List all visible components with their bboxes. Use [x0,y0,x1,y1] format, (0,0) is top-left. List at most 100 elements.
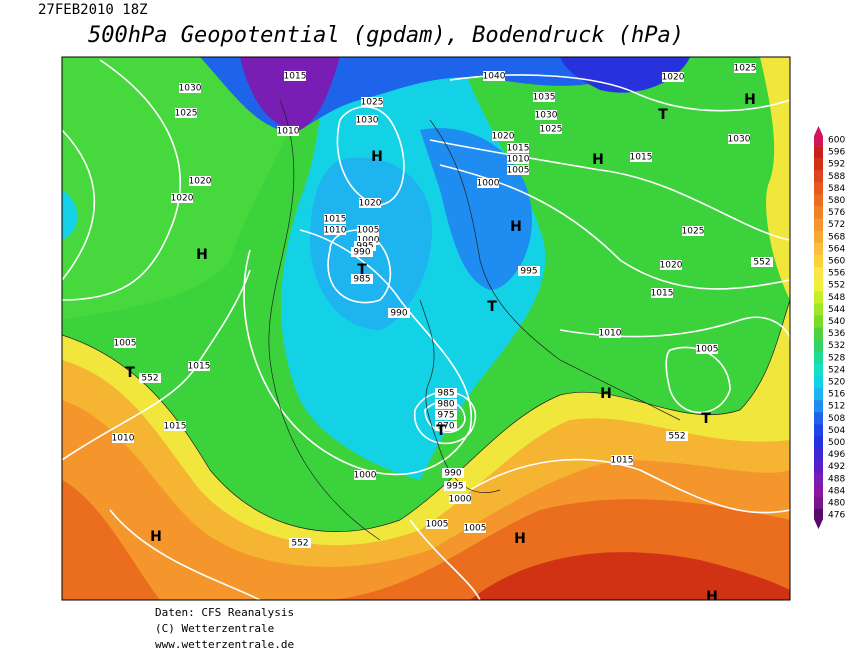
label-bg [289,538,311,548]
pressure-center: H [510,219,522,235]
isobar [429,139,790,241]
isobar-label: 1005 [696,345,719,355]
isobar-label: 1005 [464,524,487,534]
legend-swatch [814,424,823,437]
coastline [268,99,381,541]
label-bg [533,92,555,102]
legend-swatch [814,146,823,159]
isobar-label: 1020 [171,194,194,204]
legend-label: 484 [828,486,845,496]
isobar-label: 1010 [324,226,347,236]
isobar-label: 1010 [277,127,300,137]
isobar-label: 1015 [164,422,187,432]
label-bg [179,83,201,93]
pressure-center: T [125,365,135,381]
isobar [109,509,261,600]
label-bg [599,328,621,338]
legend-label: 520 [828,378,845,388]
label-bg [324,225,346,235]
legend-label: 548 [828,293,845,303]
isobar [449,74,790,112]
label-bg [444,481,466,491]
isobar-label: 1020 [189,177,212,187]
label-bg [357,225,379,235]
label-bg [666,431,688,441]
legend-label: 576 [828,208,845,218]
field [760,57,790,300]
label-bg [507,154,529,164]
isobar-label: 1015 [507,144,530,154]
label-bg [435,421,457,431]
field [240,57,340,130]
pressure-center: H [371,149,383,165]
label-bg [540,124,562,134]
date: 27FEB2010 18Z [38,2,148,18]
legend-swatch [814,267,823,280]
legend-label: 536 [828,329,845,339]
legend-swatch [814,484,823,498]
legend-label: 512 [828,402,845,412]
isobar-label: 1010 [507,155,530,165]
legend-swatch [814,303,823,316]
label-bg [112,433,134,443]
pressure-center: T [658,107,668,123]
legend-label: 568 [828,232,845,242]
legend-label: 572 [828,220,845,230]
label-bg [189,176,211,186]
isobar-label: 1000 [357,236,380,246]
legend-swatch [814,194,823,207]
legend-swatch [814,315,823,328]
label-bg [492,131,514,141]
label-bg [611,455,633,465]
label-bg [277,126,299,136]
isobar-label: 1005 [507,166,530,176]
field [62,57,320,320]
field [62,190,78,240]
label-bg [351,247,373,257]
isobar-label: 995 [520,267,537,277]
legend-label: 488 [828,474,845,484]
isobar-label: 552 [291,539,308,549]
isobar-label: 552 [141,374,158,384]
legend-label: 480 [828,499,845,509]
isobar-label: 1000 [354,471,377,481]
label-bg [662,72,684,82]
isobar-label: 1025 [361,98,384,108]
legend-label: 476 [828,511,845,521]
legend: 600 596 592 588 584 580 576 572 568 564 560 556 552 5… [814,125,845,530]
isobar-label: 1030 [535,111,558,121]
pressure-center: H [744,92,756,108]
isobar-label: 1020 [492,132,515,142]
legend-swatch [814,279,823,292]
label-bg [171,193,193,203]
label-bg [734,63,756,73]
pressure-center: H [600,386,612,402]
label-bg [630,152,652,162]
legend-label: 500 [828,438,845,448]
isobar-label: 1020 [660,261,683,271]
label-bg [507,165,529,175]
footer-copyright: (C) Wetterzentrale [155,622,274,635]
legend-swatch [814,182,823,195]
isobar-label: 552 [753,258,770,268]
label-bg [435,410,457,420]
legend-swatch [814,327,823,340]
legend-label: 580 [828,196,845,206]
label-bg [464,523,486,533]
legend-label: 584 [828,184,845,194]
legend-swatch [814,125,823,147]
isobar-label: 1025 [734,64,757,74]
isobar [243,229,473,476]
legend-label: 556 [828,269,845,279]
legend-label: 540 [828,317,845,327]
map: 1015 1030 1010 1025 1025 1030 H 1020 1020 H 1040 10… [62,57,790,600]
isobar-label: 1010 [599,329,622,339]
legend-swatch [814,472,823,486]
legend-label: 596 [828,148,845,158]
legend-swatch [814,436,823,449]
footer-url: www.wetterzentrale.de [155,638,294,651]
isobar-label: 985 [437,389,454,399]
isobar-label: 980 [437,400,454,410]
coastline [429,119,681,421]
pressure-center: H [514,531,526,547]
